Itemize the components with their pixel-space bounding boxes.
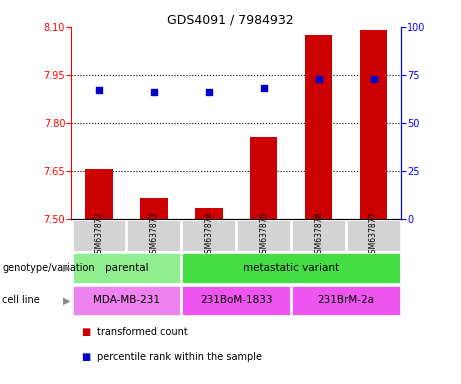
Text: percentile rank within the sample: percentile rank within the sample bbox=[97, 352, 262, 362]
Text: transformed count: transformed count bbox=[97, 327, 188, 337]
Text: GSM637876: GSM637876 bbox=[314, 212, 323, 258]
Text: GSM637874: GSM637874 bbox=[204, 212, 213, 258]
FancyBboxPatch shape bbox=[183, 220, 235, 251]
Text: MDA-MB-231: MDA-MB-231 bbox=[93, 295, 160, 306]
FancyBboxPatch shape bbox=[183, 253, 400, 283]
Text: metastatic variant: metastatic variant bbox=[243, 263, 339, 273]
FancyBboxPatch shape bbox=[237, 220, 290, 251]
Text: GSM637875: GSM637875 bbox=[259, 212, 268, 258]
Text: 231BrM-2a: 231BrM-2a bbox=[318, 295, 375, 306]
FancyBboxPatch shape bbox=[292, 286, 400, 315]
Bar bbox=[85, 169, 112, 219]
Point bbox=[205, 89, 213, 95]
Bar bbox=[250, 137, 278, 219]
Point bbox=[95, 87, 103, 93]
Text: GSM637877: GSM637877 bbox=[369, 212, 378, 258]
Bar bbox=[195, 208, 223, 219]
FancyBboxPatch shape bbox=[347, 220, 400, 251]
Text: ■: ■ bbox=[81, 327, 90, 337]
FancyBboxPatch shape bbox=[128, 220, 180, 251]
Bar bbox=[305, 35, 332, 219]
Point bbox=[260, 85, 267, 91]
Text: GSM637873: GSM637873 bbox=[149, 212, 159, 258]
Text: parental: parental bbox=[105, 263, 148, 273]
Text: ▶: ▶ bbox=[63, 263, 71, 273]
Point bbox=[315, 76, 322, 82]
Bar bbox=[360, 30, 387, 219]
Text: GDS4091 / 7984932: GDS4091 / 7984932 bbox=[167, 13, 294, 26]
Text: GSM637872: GSM637872 bbox=[95, 212, 103, 258]
Bar bbox=[140, 198, 168, 219]
Text: 231BoM-1833: 231BoM-1833 bbox=[200, 295, 272, 306]
Point bbox=[370, 76, 377, 82]
FancyBboxPatch shape bbox=[72, 220, 125, 251]
FancyBboxPatch shape bbox=[292, 220, 345, 251]
Text: ■: ■ bbox=[81, 352, 90, 362]
FancyBboxPatch shape bbox=[183, 286, 290, 315]
Text: genotype/variation: genotype/variation bbox=[2, 263, 95, 273]
FancyBboxPatch shape bbox=[72, 253, 180, 283]
Point bbox=[150, 89, 158, 95]
Text: ▶: ▶ bbox=[63, 295, 71, 306]
FancyBboxPatch shape bbox=[72, 286, 180, 315]
Text: cell line: cell line bbox=[2, 295, 40, 306]
